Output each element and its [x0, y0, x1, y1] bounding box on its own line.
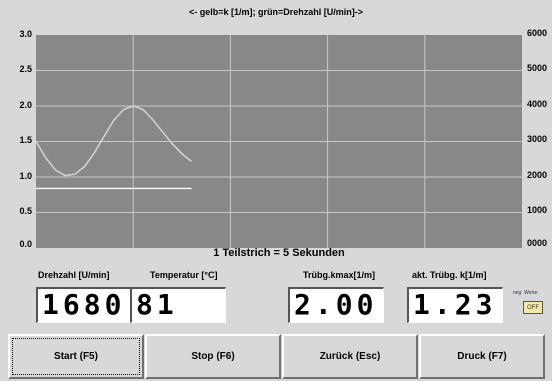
- negative-values-label: neg. Werte: [513, 290, 538, 296]
- turbidity-current-label: akt. Trübg. k[1/m]: [412, 270, 487, 280]
- right-tick-label: 6000: [527, 28, 548, 38]
- right-tick-label: 3000: [527, 134, 548, 144]
- chart-series: [36, 105, 193, 190]
- turbidity-current-readout: 1.23: [407, 287, 503, 323]
- start-button[interactable]: Start (F5): [8, 334, 144, 379]
- right-tick-label: 1000: [527, 205, 548, 215]
- chart-title: <- gelb=k [1/m]; grün=Drehzahl [U/min]->: [188, 7, 364, 17]
- temperature-readout: 81: [130, 287, 226, 323]
- left-tick-label: 1.0: [19, 171, 32, 181]
- right-tick-label: 5000: [527, 63, 548, 73]
- chart-time-note: 1 Teilstrich = 5 Sekunden: [213, 247, 345, 259]
- left-tick-label: 3.0: [19, 29, 32, 39]
- left-tick-label: 0.5: [19, 206, 32, 216]
- negative-values-toggle[interactable]: OFF: [523, 301, 543, 314]
- series-k-line: [36, 105, 193, 177]
- left-tick-label: 0.0: [19, 239, 32, 249]
- back-button[interactable]: Zurück (Esc): [282, 334, 418, 379]
- left-tick-label: 2.0: [19, 100, 32, 110]
- turbidity-kmax-readout: 2.00: [288, 287, 384, 323]
- stop-button[interactable]: Stop (F6): [145, 334, 281, 379]
- speed-readout: 1680: [36, 287, 132, 323]
- print-button[interactable]: Druck (F7): [419, 334, 545, 379]
- left-tick-label: 1.5: [19, 135, 32, 145]
- chart-plot-area: [36, 35, 522, 248]
- right-tick-label: 4000: [527, 99, 548, 109]
- chart-grid: [36, 35, 522, 248]
- left-tick-label: 2.5: [19, 64, 32, 74]
- right-tick-label: 0000: [527, 238, 548, 248]
- right-tick-label: 2000: [527, 170, 548, 180]
- speed-label: Drehzahl [U/min]: [38, 270, 110, 280]
- turbidity-kmax-label: Trübg.kmax[1/m]: [303, 270, 376, 280]
- temperature-label: Temperatur [°C]: [150, 270, 218, 280]
